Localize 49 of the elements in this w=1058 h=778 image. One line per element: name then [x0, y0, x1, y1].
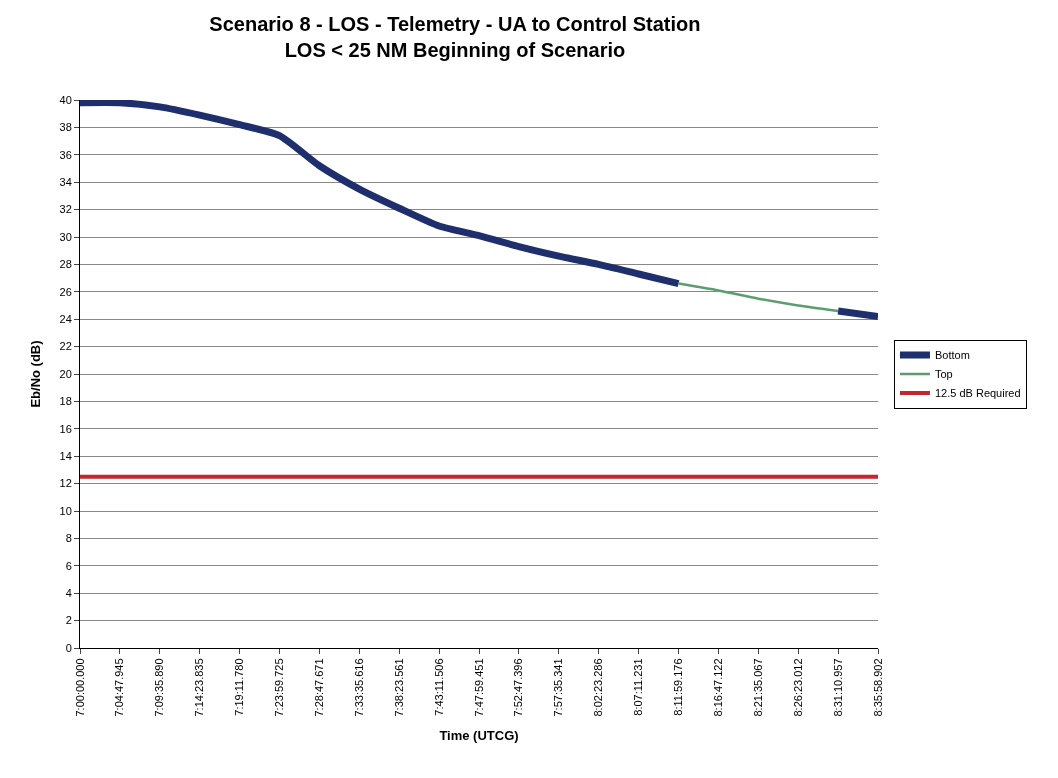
y-tick-label: 26: [59, 285, 72, 298]
x-tick-label: 7:00:00.000: [73, 658, 86, 717]
y-tick-label: 20: [59, 367, 72, 380]
x-tick-label: 7:19:11.780: [233, 658, 246, 716]
x-tick-label: 7:57:35.341: [552, 658, 565, 717]
chart-title: Scenario 8 - LOS - Telemetry - UA to Control Station LOS < 25 NM Beginning of Scenario: [209, 13, 701, 62]
x-tick-label: 7:04:47.945: [113, 658, 126, 717]
legend-label: Bottom: [934, 349, 970, 362]
y-tick-label: 34: [59, 176, 72, 189]
y-tick-label: 2: [65, 614, 72, 627]
y-tick-label: 40: [59, 93, 72, 106]
x-tick-label: 8:35:58.902: [871, 658, 884, 717]
x-tick-label: 7:09:35.890: [153, 658, 166, 717]
y-tick-label: 28: [59, 258, 72, 271]
y-tick-label: 4: [65, 587, 72, 600]
x-tick-label: 7:14:23.835: [193, 658, 206, 717]
y-tick-label: 8: [65, 532, 72, 545]
legend-label: 12.5 dB Required: [934, 387, 1021, 400]
x-tick-label: 8:02:23.286: [592, 658, 605, 717]
x-tick-label: 8:11:59.176: [672, 658, 685, 716]
line-series: [677, 282, 840, 313]
x-tick-label: 8:21:35.067: [751, 658, 764, 717]
x-tick-label: 8:07:11.231: [632, 658, 645, 716]
x-tick-label: 7:23:59.725: [273, 658, 286, 717]
y-tick-label: 16: [59, 422, 72, 435]
y-tick-label: 36: [59, 148, 72, 161]
x-tick-label: 8:31:10.957: [831, 658, 844, 717]
x-tick-label: 7:43:11.506: [432, 658, 445, 716]
x-tick-label: 7:38:23.561: [392, 658, 405, 717]
y-axis-title: Eb/No (dB): [28, 340, 44, 408]
x-tick-label: 8:16:47.122: [711, 658, 724, 717]
y-tick-label: 14: [59, 450, 72, 463]
x-tick-label: 7:33:35.616: [352, 658, 365, 717]
x-tick-label: 7:28:47.671: [312, 658, 325, 717]
y-tick-label: 12: [59, 477, 72, 490]
y-tick-label: 22: [59, 340, 72, 353]
y-tick-label: 10: [59, 504, 72, 517]
y-tick-label: 30: [59, 230, 72, 243]
y-tick-label: 0: [65, 641, 72, 654]
x-tick-label: 7:47:59.451: [472, 658, 485, 717]
x-tick-label: 7:52:47.396: [512, 658, 525, 717]
y-tick-label: 6: [65, 559, 72, 572]
legend-label: Top: [934, 368, 953, 381]
y-tick-label: 32: [59, 203, 72, 216]
y-tick-label: 24: [59, 313, 72, 326]
x-axis-title: Time (UTCG): [439, 728, 519, 744]
y-tick-label: 18: [59, 395, 72, 408]
x-tick-label: 8:26:23.012: [791, 658, 804, 717]
y-tick-label: 38: [59, 121, 72, 134]
